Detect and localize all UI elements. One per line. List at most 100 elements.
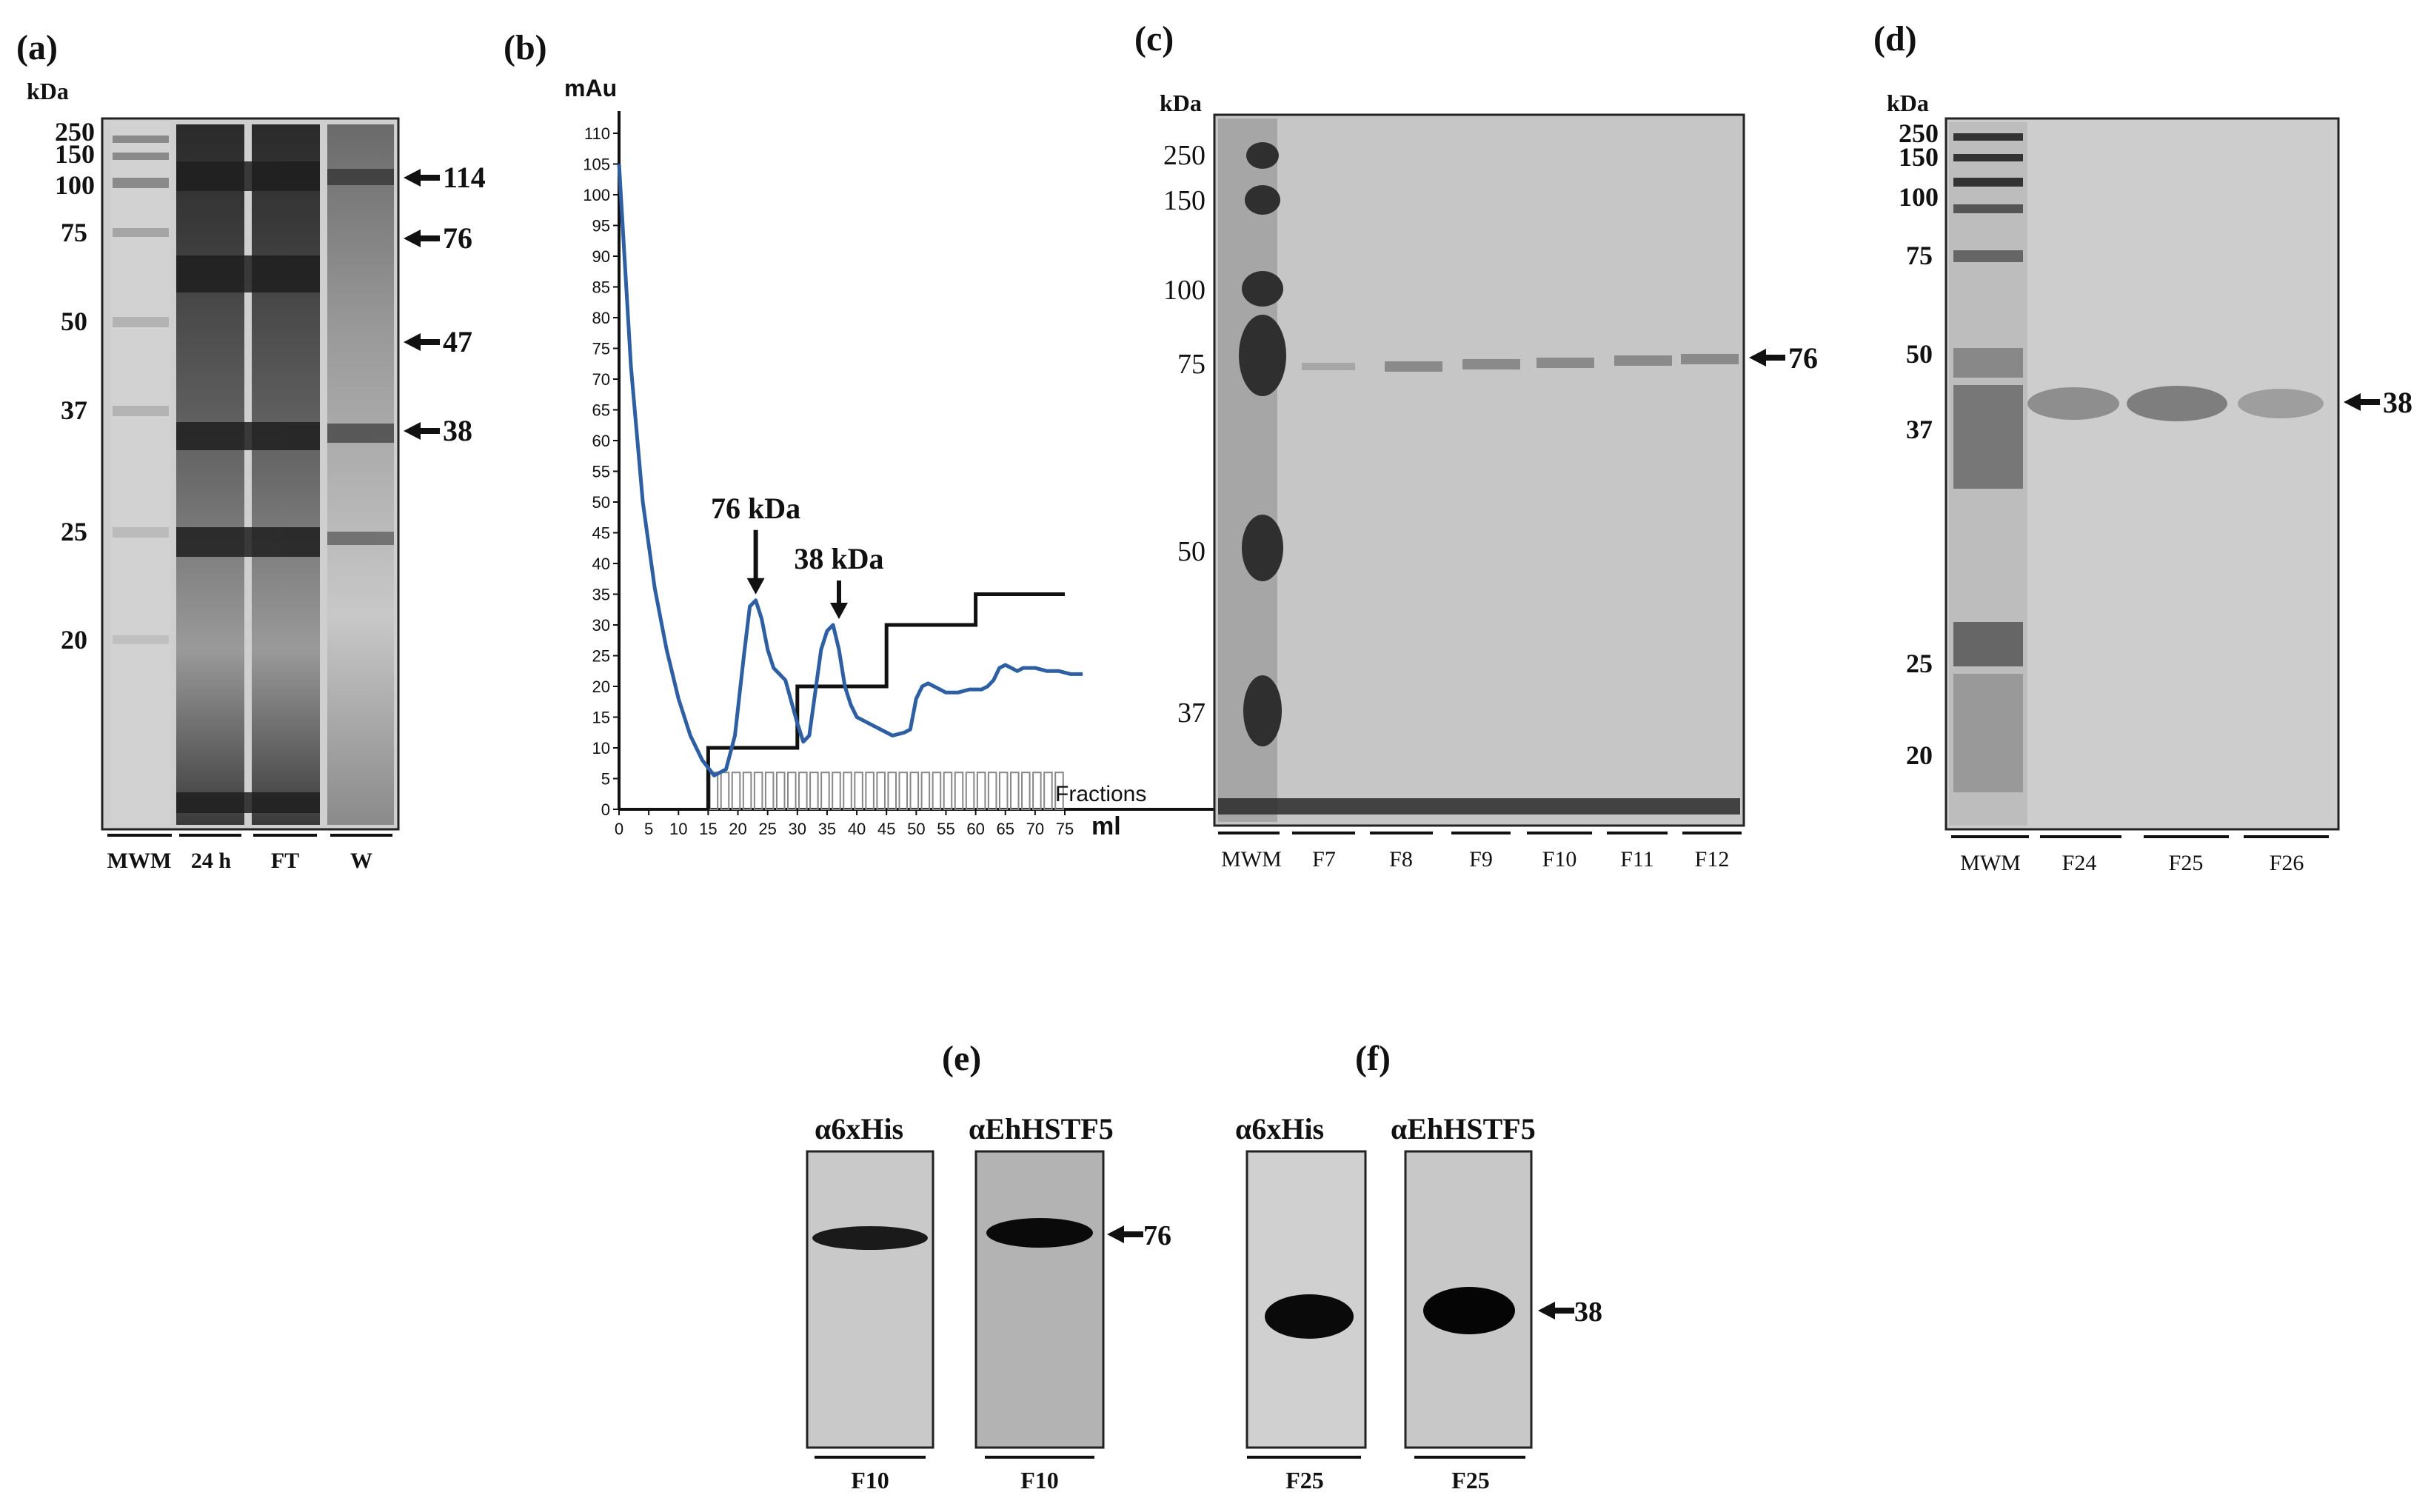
gel-c-lane-label-f11: F11	[1620, 847, 1654, 872]
blot-f-2-lane-label: F25	[1451, 1467, 1490, 1493]
blot-f-1-lane-label: F25	[1285, 1467, 1324, 1493]
chart-fraction	[965, 772, 975, 810]
panel-d-label: (d)	[1873, 19, 1917, 58]
gel-c-marker-250: 250	[1163, 140, 1206, 171]
chart-x-tick-label: 35	[818, 820, 836, 838]
panel-e-label: (e)	[942, 1039, 981, 1078]
chart-x-tick-label: 60	[966, 820, 984, 838]
chart-fraction	[832, 772, 841, 810]
gel-a-markers: 250 150 100 75 50 37 25 20	[55, 117, 95, 655]
chart-annotation-label: 38 kDa	[794, 542, 883, 575]
gel-d-marker-20: 20	[1906, 740, 1933, 770]
gel-d-bands	[2027, 386, 2324, 421]
chart-y-tick-label: 80	[592, 309, 610, 327]
gel-c-lane-label-mwm: MWM	[1221, 847, 1282, 872]
blot-e-arrow-76: 76	[1143, 1220, 1171, 1251]
gel-a-lane-label-w: W	[350, 849, 372, 873]
chart-ylabel: mAu	[564, 75, 617, 101]
panel-e: (e) α6xHis αEhHSTF5 76 F10 F10	[806, 1039, 1171, 1493]
chart-fraction	[742, 772, 752, 810]
chart-x-tick-label: 5	[644, 820, 653, 838]
gel-c-marker-100: 100	[1163, 275, 1206, 306]
panel-c: (c) kDa 76 250 150 100 75 50 37	[1134, 19, 1818, 872]
gel-a-arrow-47: 47	[443, 325, 472, 358]
chart-y-tick-label: 105	[583, 155, 610, 174]
chart-fraction	[854, 772, 863, 810]
gel-a-arrow-114: 114	[443, 161, 486, 194]
chart-fraction	[753, 772, 763, 810]
blot-e-arrows: 76	[1107, 1220, 1171, 1251]
gel-d-lane-label-mwm: MWM	[1960, 851, 2021, 875]
chart-y-tick-label: 70	[592, 370, 610, 389]
chart-fraction	[1043, 772, 1053, 810]
gel-c-arrow-76: 76	[1788, 341, 1818, 375]
chart-x-tick-label: 25	[758, 820, 776, 838]
chart-fraction	[943, 772, 953, 810]
chart-y-tick-label: 100	[583, 186, 610, 204]
gel-c-bottom-band	[1218, 798, 1740, 814]
chart-y-tick-label: 45	[592, 524, 610, 543]
panel-f-label: (f)	[1355, 1039, 1391, 1078]
panel-b-label: (b)	[504, 28, 547, 67]
gel-c-ladder	[1239, 142, 1286, 746]
chart-series-gradient	[706, 592, 1065, 809]
chart-fraction	[731, 772, 741, 810]
chart-y-tick-label: 5	[601, 770, 610, 789]
blot-e-2-lane-label: F10	[1020, 1467, 1059, 1493]
gel-c-bands	[1302, 354, 1739, 372]
gel-d-marker-100: 100	[1899, 182, 1939, 212]
gel-a-lane-24h	[176, 124, 244, 825]
panel-d: (d) kDa 38 250 150 100 75 50	[1873, 19, 2412, 875]
gel-a-marker-50: 50	[61, 307, 87, 336]
blot-f-1-band	[1265, 1294, 1354, 1339]
chart-y-tick-label: 65	[592, 401, 610, 420]
gel-a-lane-ft	[252, 124, 320, 825]
gel-a-lane-mwm	[111, 122, 170, 826]
chart-y-tick-label: 55	[592, 463, 610, 481]
chart-fraction	[1021, 772, 1031, 810]
chart-fraction	[1032, 772, 1042, 810]
chart-fraction	[709, 772, 719, 810]
blot-e-1-band	[812, 1226, 928, 1250]
chart-y-tick-label: 25	[592, 647, 610, 666]
panel-a-unit: kDa	[27, 78, 69, 104]
gel-d-arrows: 38	[2344, 386, 2412, 419]
gel-c-marker-37: 37	[1177, 698, 1206, 729]
gel-c-lanes: MWM F7 F8 F9 F10 F11 F12	[1221, 847, 1729, 872]
chart-fraction	[720, 772, 730, 810]
chart-y-tick-label: 10	[592, 739, 610, 757]
gel-a-marker-25: 25	[61, 517, 87, 546]
chart-fraction	[998, 772, 1009, 810]
gel-c-lane-label-f12: F12	[1695, 847, 1730, 872]
chart-y-tick-label: 85	[592, 278, 610, 297]
panel-a-label: (a)	[16, 28, 58, 67]
gel-c-marker-75: 75	[1177, 349, 1206, 380]
gel-a-marker-250: 250	[55, 117, 95, 147]
chart-x-tick-label: 65	[996, 820, 1014, 838]
gel-c-lane-label-f9: F9	[1469, 847, 1493, 872]
gel-d-marker-250: 250	[1899, 118, 1939, 148]
gel-d-lane-label-f26: F26	[2270, 851, 2304, 875]
panel-c-unit: kDa	[1160, 90, 1202, 116]
panel-d-unit: kDa	[1887, 90, 1929, 116]
chart-fraction	[764, 772, 775, 810]
chart-y-tick-label: 90	[592, 247, 610, 266]
chart-fraction	[798, 772, 808, 810]
blot-e-2	[974, 1150, 1105, 1449]
panel-b: (b) mAu ml 05101520253035404550556065707…	[504, 28, 1233, 840]
chart-fraction	[865, 772, 875, 810]
chart-fraction	[787, 772, 797, 810]
gel-a-marker-100: 100	[55, 170, 95, 200]
chart-fraction	[976, 772, 986, 810]
chart-fractions	[709, 772, 1064, 810]
chart-y-tick-label: 20	[592, 678, 610, 696]
chart-x-ticks: 0 5 10 15 20 25 30 35 40 45 50 55 60 65 70 75	[615, 809, 1074, 838]
chart-annotations: 76 kDa 38 kDa	[711, 492, 884, 619]
chart-x-tick-label: 50	[907, 820, 925, 838]
chart-annotation-label: 76 kDa	[711, 492, 800, 525]
gel-d-lane-label-f24: F24	[2062, 851, 2097, 875]
gel-d-marker-50: 50	[1906, 339, 1933, 369]
chart-fraction	[876, 772, 886, 810]
gel-d-ladder	[1953, 133, 2023, 792]
